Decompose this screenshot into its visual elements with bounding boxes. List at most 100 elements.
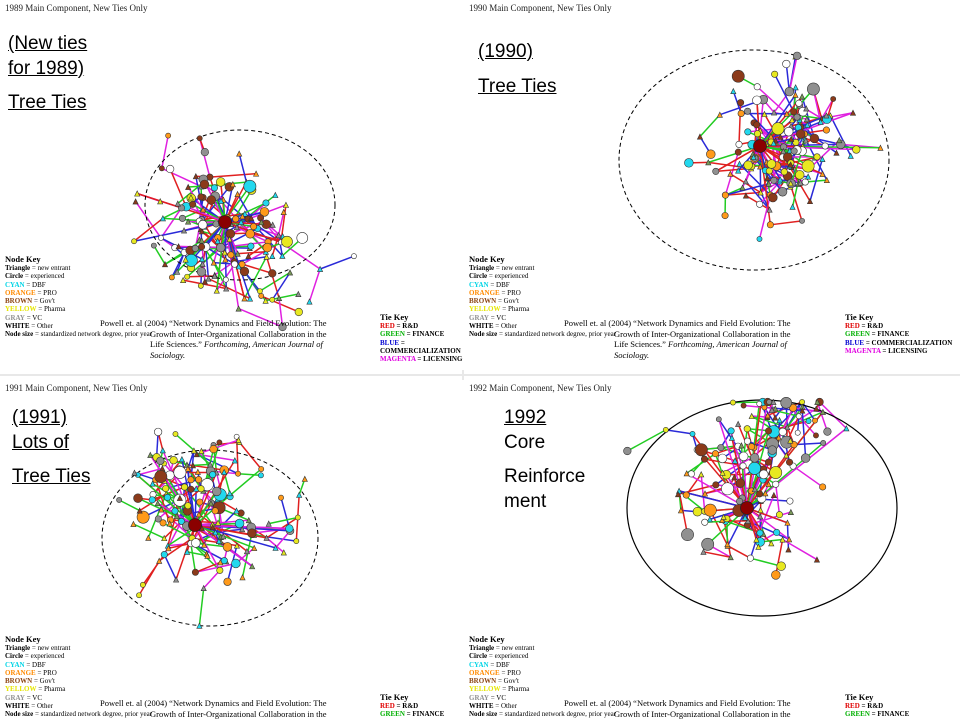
network-tie: [801, 410, 807, 459]
tie-key-entry: MAGENTA = LICENSING: [845, 347, 952, 355]
experienced-node: [792, 138, 800, 146]
node-key-term: Triangle: [469, 644, 495, 652]
experienced-node: [753, 83, 761, 91]
new-entrant-node: [246, 295, 254, 302]
experienced-node: [721, 212, 729, 220]
new-entrant-node: [762, 490, 769, 497]
experienced-node: [250, 223, 258, 231]
network-tie: [773, 401, 803, 433]
node-key-entry: Circle = experienced: [5, 272, 152, 280]
new-entrant-node: [727, 170, 734, 177]
new-entrant-node: [214, 519, 222, 526]
experienced-node: [199, 179, 210, 190]
new-entrant-node: [787, 161, 794, 168]
node-key-desc: = Other: [493, 702, 517, 711]
new-entrant-node: [735, 167, 742, 174]
experienced-node: [198, 220, 208, 230]
network-tie: [161, 135, 169, 169]
experienced-node: [662, 427, 669, 433]
network-tie: [746, 507, 790, 540]
new-entrant-node: [768, 406, 776, 413]
new-entrant-node: [235, 305, 242, 312]
experienced-node: [735, 478, 746, 488]
new-entrant-node: [272, 544, 279, 551]
tie-key-term: BLUE: [845, 338, 865, 347]
tie-key-desc: = COMMERCIALIZATION: [380, 338, 461, 355]
new-entrant-node: [776, 416, 783, 424]
node-key-desc: = Other: [29, 322, 53, 331]
node-key-term: GRAY: [469, 693, 489, 702]
experienced-node: [196, 498, 204, 506]
network-tie: [133, 523, 165, 539]
experienced-node: [776, 561, 786, 571]
experienced-node: [162, 485, 170, 493]
node-key-term: WHITE: [469, 322, 494, 331]
new-entrant-node: [806, 197, 814, 205]
experienced-node: [739, 462, 747, 470]
tie-key-entry: RED = R&D: [845, 702, 952, 710]
experienced-node: [623, 446, 632, 456]
annotation-line: Tree Ties: [478, 75, 557, 97]
network-tie: [747, 511, 792, 526]
experienced-node: [744, 107, 752, 115]
node-key-desc: = experienced: [487, 652, 529, 661]
panel-annotation: (1990) Tree Ties: [478, 40, 557, 100]
new-entrant-node: [719, 469, 726, 476]
new-entrant-node: [145, 534, 152, 541]
new-entrant-node: [184, 548, 191, 555]
network-tie: [743, 404, 776, 410]
experienced-node: [225, 229, 236, 239]
experienced-node: [689, 431, 696, 437]
new-entrant-node: [785, 546, 792, 553]
tie-key-heading: Tie Key: [845, 312, 874, 322]
new-entrant-node: [786, 536, 793, 543]
network-tie: [759, 94, 797, 147]
new-entrant-node: [207, 461, 214, 468]
experienced-node: [694, 443, 708, 457]
panel-title: 1989 Main Component, New Ties Only: [5, 3, 148, 13]
node-key-entry: YELLOW = Pharma: [469, 305, 616, 313]
experienced-node: [116, 497, 123, 503]
experienced-node: [731, 69, 745, 83]
new-entrant-node: [193, 450, 200, 458]
new-entrant-node: [792, 91, 799, 98]
new-entrant-node: [173, 512, 180, 519]
experienced-node: [783, 126, 794, 137]
node-key-heading: Node Key: [469, 254, 505, 264]
experienced-node: [285, 524, 294, 533]
experienced-node: [765, 427, 773, 435]
tie-key-heading: Tie Key: [380, 312, 409, 322]
new-entrant-node: [770, 109, 778, 116]
experienced-node: [222, 542, 233, 552]
node-key-term: Node size: [5, 330, 34, 339]
new-entrant-node: [198, 447, 205, 454]
new-entrant-node: [306, 298, 313, 305]
experienced-node: [737, 99, 745, 107]
experienced-node: [154, 470, 168, 483]
experienced-node: [294, 307, 303, 317]
node-key-entry: ORANGE = PRO: [469, 289, 616, 297]
tie-key-entry: GREEN = FINANCE: [845, 710, 952, 718]
new-entrant-node: [819, 170, 826, 177]
tie-key-term: RED: [380, 322, 395, 330]
node-key-term: YELLOW: [5, 685, 37, 694]
network-tie: [118, 499, 141, 512]
network-tie: [718, 419, 748, 509]
new-entrant-node: [730, 87, 737, 94]
network-panel-1989: 1989 Main Component, New Ties Only (New …: [0, 0, 464, 370]
experienced-node: [786, 497, 794, 505]
new-entrant-node: [201, 541, 208, 548]
new-entrant-node: [765, 480, 772, 488]
network-tie: [786, 522, 790, 550]
node-key-term: Circle: [469, 652, 488, 661]
experienced-node: [247, 242, 255, 250]
new-entrant-node: [263, 253, 270, 260]
experienced-node: [293, 538, 300, 545]
new-entrant-node: [805, 173, 812, 180]
new-entrant-node: [215, 537, 223, 545]
tie-key-entry: GREEN = FINANCE: [845, 330, 952, 338]
experienced-node: [150, 242, 157, 249]
experienced-node: [278, 322, 287, 332]
new-entrant-node: [147, 451, 154, 458]
new-entrant-node: [200, 584, 207, 592]
